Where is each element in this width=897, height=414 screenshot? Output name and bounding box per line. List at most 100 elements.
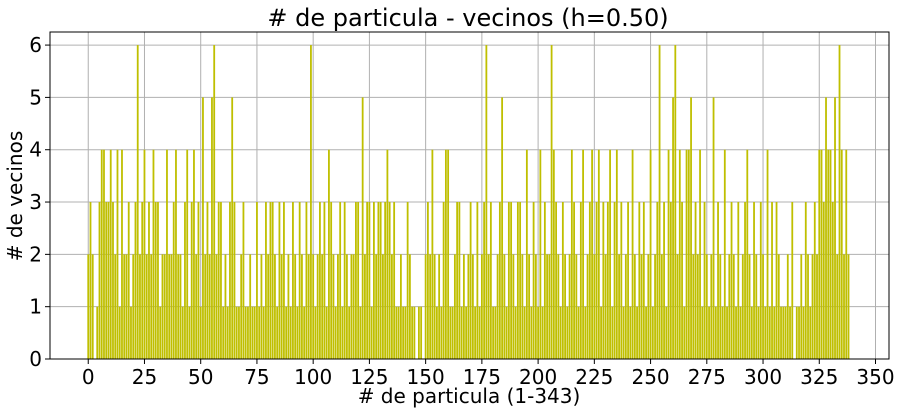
bar — [107, 202, 110, 359]
bar — [575, 254, 578, 359]
bar — [570, 149, 573, 359]
bar — [840, 149, 843, 359]
bar — [458, 202, 461, 359]
bar — [271, 202, 274, 359]
bar — [204, 254, 207, 359]
bar — [474, 306, 477, 359]
bar — [91, 254, 94, 359]
bar — [782, 306, 785, 359]
bar — [696, 254, 699, 359]
bar — [406, 202, 409, 359]
x-axis-ticks: 0 25 50 75 100 125 150 175 200 225 250 275 300 325 350 — [82, 359, 895, 389]
bar — [690, 97, 692, 360]
bar — [530, 306, 533, 359]
bar — [825, 97, 827, 360]
bar — [588, 202, 591, 359]
bar — [476, 202, 479, 359]
bar — [555, 202, 557, 359]
bar — [240, 254, 243, 359]
bar — [382, 254, 384, 359]
bar — [831, 202, 834, 359]
bar — [744, 202, 746, 359]
bar — [444, 149, 447, 359]
bar — [321, 254, 324, 359]
bar — [494, 306, 497, 359]
bar — [582, 149, 584, 359]
bar — [125, 254, 128, 359]
y-tick-label: 0 — [29, 347, 42, 371]
bar — [334, 306, 337, 359]
y-tick-label: 3 — [29, 190, 42, 214]
bar — [757, 306, 760, 359]
x-tick-label: 50 — [188, 365, 213, 389]
bar — [618, 254, 620, 359]
bar — [847, 254, 850, 359]
bar — [278, 202, 281, 359]
bar — [543, 202, 546, 359]
bar — [719, 254, 722, 359]
bar — [224, 254, 227, 359]
bar — [359, 306, 362, 359]
bar — [215, 254, 218, 359]
bar — [564, 254, 566, 359]
bar — [424, 254, 427, 359]
bar — [112, 202, 114, 359]
bar — [244, 306, 247, 359]
bar — [597, 149, 600, 359]
bar — [795, 306, 798, 359]
bar — [166, 149, 168, 359]
bar — [328, 149, 330, 359]
bar — [274, 254, 276, 359]
bar — [676, 254, 679, 359]
x-tick-label: 350 — [856, 365, 894, 389]
bar — [386, 149, 389, 359]
bar — [705, 254, 708, 359]
bar — [316, 254, 319, 359]
bar — [343, 202, 346, 359]
bar — [366, 202, 369, 359]
bar — [301, 254, 303, 359]
bar — [233, 202, 236, 359]
bar — [678, 149, 681, 359]
bar — [683, 306, 686, 359]
bar — [550, 45, 553, 360]
bar — [726, 306, 728, 359]
bar — [566, 306, 569, 359]
bar — [226, 306, 229, 359]
bar — [285, 306, 288, 359]
bar — [238, 306, 240, 359]
bar — [190, 202, 193, 359]
bar — [568, 254, 571, 359]
bar — [622, 306, 625, 359]
bar — [199, 306, 202, 359]
bar — [584, 306, 587, 359]
bar — [728, 254, 731, 359]
bar — [798, 306, 800, 359]
bar — [642, 202, 645, 359]
bar — [379, 202, 382, 359]
bar — [395, 306, 398, 359]
bar — [292, 202, 294, 359]
bar — [809, 306, 812, 359]
bar — [314, 306, 317, 359]
bar — [247, 306, 249, 359]
bar — [791, 202, 794, 359]
bar — [615, 149, 618, 359]
bar — [220, 202, 222, 359]
bar — [487, 254, 490, 359]
bar — [489, 202, 492, 359]
bar — [397, 306, 400, 359]
bar — [141, 202, 144, 359]
bar — [528, 254, 531, 359]
bar — [548, 254, 551, 359]
bar — [721, 306, 724, 359]
bar — [337, 254, 339, 359]
bar — [480, 254, 483, 359]
bar — [557, 254, 560, 359]
bar — [714, 306, 717, 359]
bar — [651, 306, 654, 359]
bar — [595, 202, 598, 359]
bar — [667, 149, 670, 359]
bar — [435, 306, 438, 359]
bar — [163, 254, 166, 359]
